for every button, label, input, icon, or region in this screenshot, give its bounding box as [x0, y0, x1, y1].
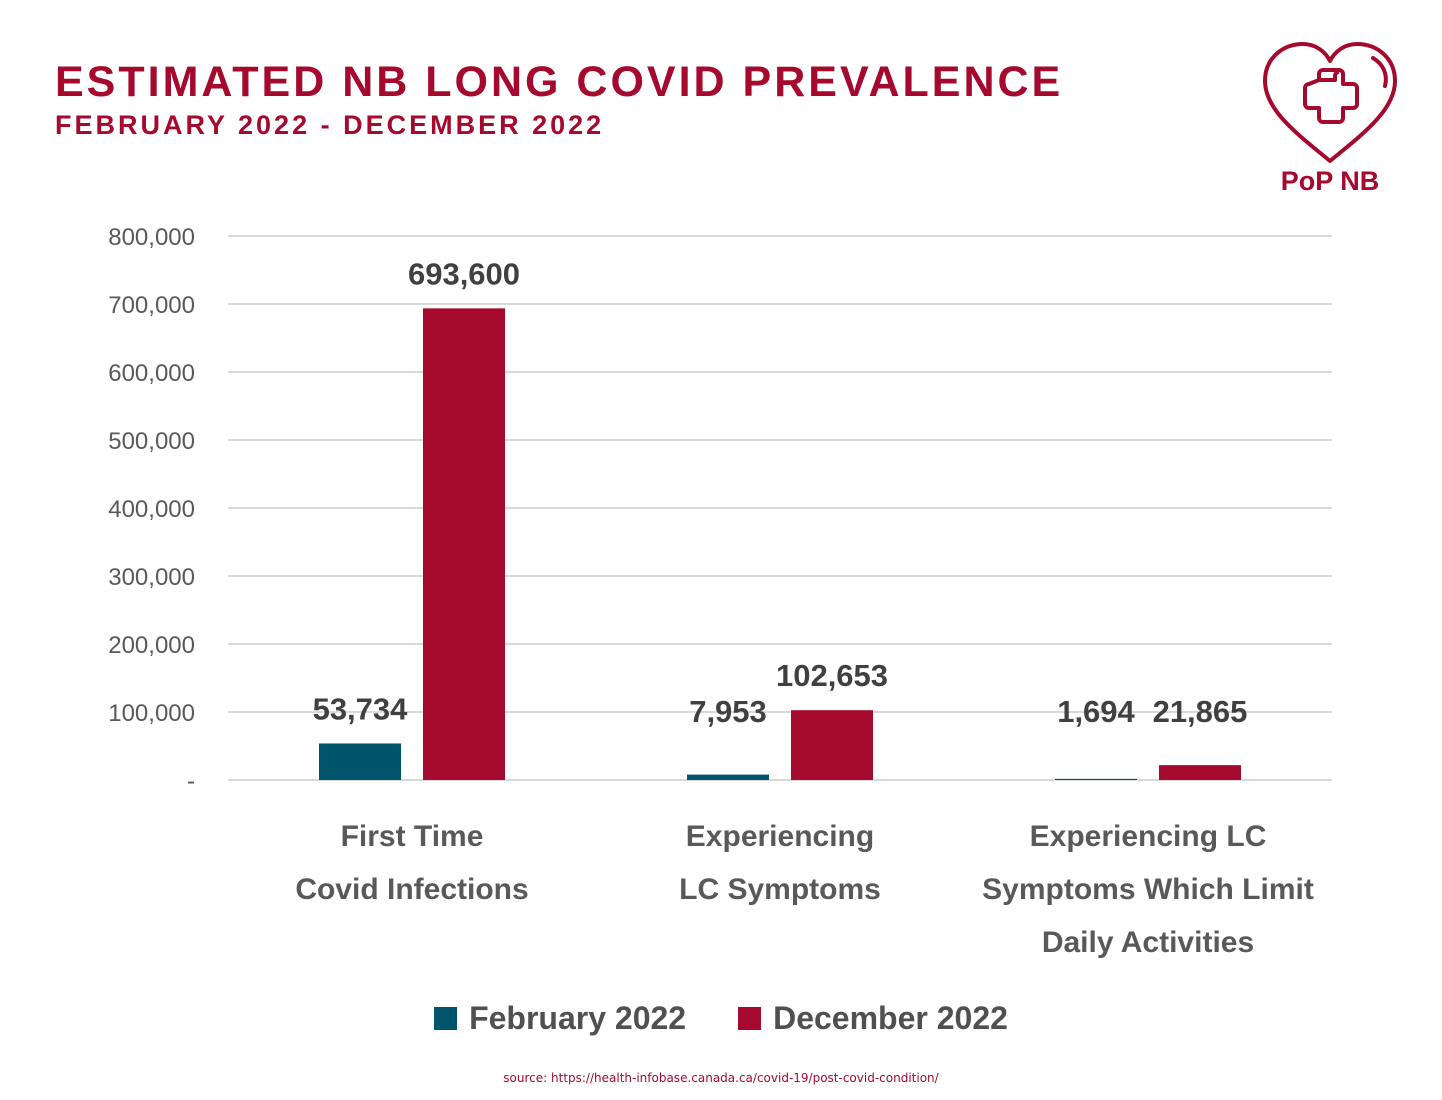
- x-tick-label: Symptoms Which Limit: [982, 873, 1314, 906]
- y-tick-label: 200,000: [108, 632, 195, 659]
- chart-title: ESTIMATED NB LONG COVID PREVALENCE: [55, 58, 1064, 106]
- x-tick-label: LC Symptoms: [679, 873, 881, 906]
- y-tick-label: 700,000: [108, 292, 195, 319]
- bar: [791, 710, 873, 780]
- y-tick-label: 100,000: [108, 700, 195, 727]
- y-tick-label: -: [187, 768, 195, 795]
- data-label: 21,865: [1153, 694, 1248, 729]
- y-tick-label: 500,000: [108, 428, 195, 455]
- legend-label-december-2022: December 2022: [773, 1000, 1008, 1036]
- x-tick-label: Covid Infections: [295, 873, 528, 906]
- y-tick-label: 400,000: [108, 496, 195, 523]
- data-label: 693,600: [408, 256, 520, 291]
- x-tick-label: Experiencing LC: [1030, 820, 1267, 853]
- heart-with-medical-cross-icon: [1263, 42, 1397, 163]
- data-label: 53,734: [313, 691, 409, 726]
- bar-chart: - 100,000 200,000 300,000 400,000 500,000 600,…: [108, 224, 1332, 959]
- legend-swatch-december-2022: [738, 1007, 762, 1030]
- pop-nb-logo: PoP NB: [1255, 36, 1405, 206]
- legend-swatch-february-2022: [434, 1007, 458, 1030]
- bar: [423, 308, 505, 780]
- y-tick-label: 800,000: [108, 224, 195, 251]
- chart-subtitle: FEBRUARY 2022 - DECEMBER 2022: [55, 110, 605, 140]
- data-label: 102,653: [776, 658, 888, 693]
- legend-item-december-2022: December 2022: [738, 1000, 1008, 1037]
- bar: [687, 774, 769, 780]
- x-tick-label: Experiencing: [686, 820, 874, 853]
- data-label: 1,694: [1057, 694, 1135, 729]
- x-tick-label: First Time: [341, 820, 484, 853]
- logo-text: PoP NB: [1280, 166, 1380, 196]
- source-note: source: https://health-infobase.canada.c…: [503, 1071, 939, 1085]
- legend-item-february-2022: February 2022: [434, 1000, 686, 1037]
- bar: [1159, 765, 1241, 780]
- y-tick-label: 600,000: [108, 360, 195, 387]
- bar: [319, 743, 401, 780]
- bar: [1055, 778, 1137, 780]
- y-tick-label: 300,000: [108, 564, 195, 591]
- x-tick-label: Daily Activities: [1042, 926, 1254, 959]
- legend-label-february-2022: February 2022: [469, 1000, 687, 1036]
- data-label: 7,953: [689, 694, 767, 729]
- legend: February 2022 December 2022: [0, 1000, 1442, 1037]
